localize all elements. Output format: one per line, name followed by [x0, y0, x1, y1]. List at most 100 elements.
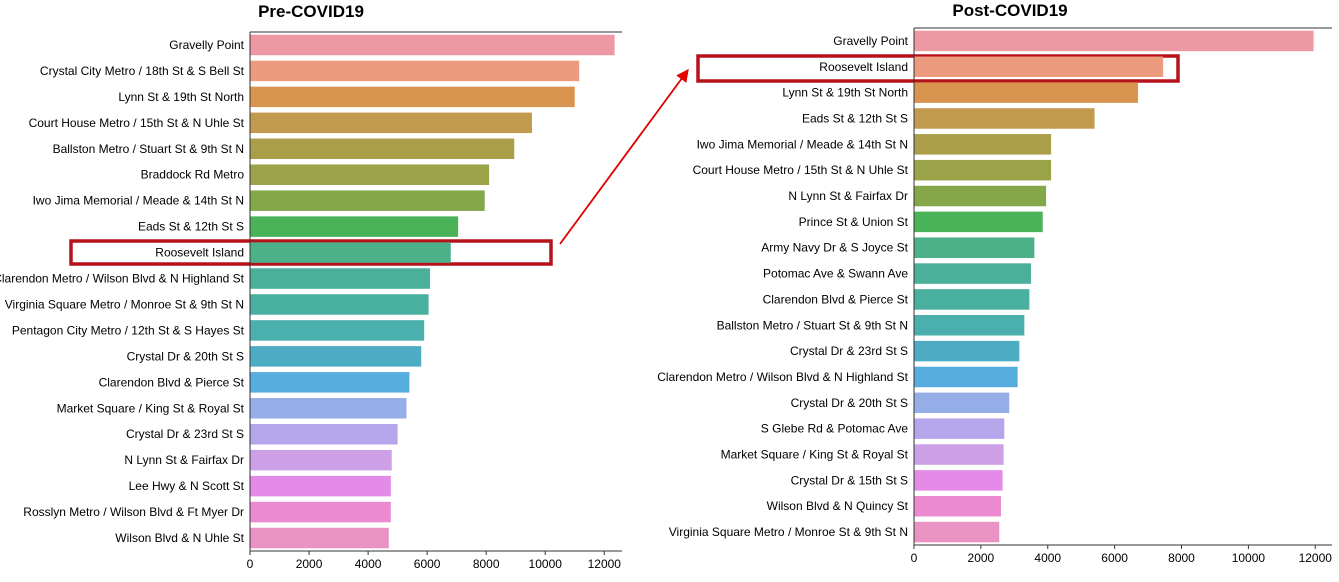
bar	[250, 398, 407, 419]
category-label: Braddock Rd Metro	[141, 168, 245, 182]
bar	[914, 30, 1314, 52]
bar	[914, 340, 1020, 362]
bar	[250, 34, 615, 56]
bar	[914, 56, 1164, 78]
bar	[914, 263, 1032, 284]
bar	[914, 134, 1052, 155]
x-tick-label: 4000	[1034, 551, 1061, 565]
category-label: S Glebe Rd & Potomac Ave	[761, 422, 909, 436]
bar	[914, 185, 1047, 207]
category-label: Crystal Dr & 23rd St S	[126, 427, 244, 441]
bar	[914, 289, 1030, 310]
bar	[914, 82, 1139, 103]
bar	[914, 211, 1043, 233]
bar	[250, 190, 485, 211]
x-tick-label: 6000	[414, 557, 441, 571]
bar	[914, 470, 1003, 491]
x-tick-label: 8000	[1168, 551, 1195, 565]
bar	[250, 423, 398, 445]
bar	[250, 294, 429, 315]
category-label: Iwo Jima Memorial / Meade & 14th St N	[33, 194, 244, 208]
category-label: Virginia Square Metro / Monroe St & 9th …	[5, 297, 244, 311]
bar	[914, 108, 1095, 129]
category-label: Clarendon Blvd & Pierce St	[763, 292, 909, 306]
x-tick-label: 2000	[296, 557, 323, 571]
highlight-box	[696, 54, 1180, 83]
category-label: Ballston Metro / Stuart St & 9th St N	[53, 142, 244, 156]
chart-title: Post-COVID19	[952, 1, 1067, 20]
category-label: Market Square / King St & Royal St	[57, 401, 245, 415]
x-tick-label: 0	[247, 557, 254, 571]
x-tick-label: 6000	[1101, 551, 1128, 565]
bar	[914, 418, 1005, 439]
category-label: Lee Hwy & N Scott St	[129, 479, 245, 493]
category-label: Crystal Dr & 23rd St S	[790, 344, 908, 358]
bar	[250, 216, 459, 237]
category-label: Gravelly Point	[833, 34, 908, 48]
x-tick-label: 8000	[473, 557, 500, 571]
bar	[250, 346, 422, 367]
bar	[250, 372, 410, 393]
bar	[250, 527, 389, 549]
category-label: Court House Metro / 15th St & N Uhle St	[29, 116, 245, 130]
category-label: Wilson Blvd & N Quincy St	[767, 499, 909, 513]
bar	[250, 86, 575, 108]
category-label: Clarendon Metro / Wilson Blvd & N Highla…	[0, 272, 245, 286]
category-label: Army Navy Dr & S Joyce St	[761, 241, 908, 255]
category-label: Crystal Dr & 20th St S	[127, 349, 244, 363]
category-label: Crystal Dr & 15th St S	[791, 473, 908, 487]
category-label: Eads St & 12th St S	[802, 111, 908, 125]
bar	[250, 112, 532, 134]
bar	[914, 444, 1004, 465]
category-label: Prince St & Union St	[799, 215, 909, 229]
category-label: Potomac Ave & Swann Ave	[763, 267, 908, 281]
bar	[914, 315, 1025, 336]
category-label: Crystal City Metro / 18th St & S Bell St	[40, 64, 245, 78]
category-label: Court House Metro / 15th St & N Uhle St	[693, 163, 909, 177]
bar	[914, 392, 1010, 414]
category-label: Crystal Dr & 20th St S	[791, 396, 908, 410]
category-label: Roosevelt Island	[155, 246, 244, 260]
highlight-arrow	[559, 68, 689, 245]
category-label: Lynn St & 19th St North	[118, 90, 244, 104]
bar	[250, 138, 515, 160]
category-label: Gravelly Point	[169, 38, 244, 52]
category-label: Clarendon Metro / Wilson Blvd & N Highla…	[657, 370, 908, 384]
bar	[250, 242, 451, 263]
bar	[914, 237, 1035, 258]
x-tick-label: 4000	[355, 557, 382, 571]
bar	[250, 449, 392, 471]
bar	[250, 501, 391, 523]
highlight-box	[69, 239, 553, 266]
category-label: Rosslyn Metro / Wilson Blvd & Ft Myer Dr	[23, 505, 244, 519]
x-tick-label: 10000	[529, 557, 563, 571]
bar	[250, 320, 425, 341]
chart-pre-covid: Pre-COVID19 Gravelly Point Crystal City Me…	[0, 2, 622, 571]
bar	[914, 521, 1000, 543]
x-tick-label: 12000	[588, 557, 622, 571]
bar	[250, 164, 490, 185]
category-label: Roosevelt Island	[819, 60, 908, 74]
bar	[914, 495, 1001, 517]
x-tick-label: 2000	[968, 551, 995, 565]
bar	[914, 366, 1018, 388]
category-label: Market Square / King St & Royal St	[721, 448, 909, 462]
x-tick-label: 10000	[1232, 551, 1266, 565]
bar	[914, 159, 1052, 181]
category-label: N Lynn St & Fairfax Dr	[124, 453, 244, 467]
category-label: Clarendon Blvd & Pierce St	[99, 375, 245, 389]
bar	[250, 60, 580, 82]
category-label: N Lynn St & Fairfax Dr	[788, 189, 908, 203]
category-label: Eads St & 12th St S	[138, 220, 244, 234]
chart-post-covid: Post-COVID19 Gravelly Point Roosevelt Isla…	[657, 1, 1332, 565]
category-label: Iwo Jima Memorial / Meade & 14th St N	[697, 137, 908, 151]
category-label: Virginia Square Metro / Monroe St & 9th …	[669, 525, 908, 539]
category-label: Ballston Metro / Stuart St & 9th St N	[717, 318, 908, 332]
bar	[250, 268, 431, 289]
category-label: Pentagon City Metro / 12th St & S Hayes …	[12, 323, 245, 337]
x-tick-label: 12000	[1299, 551, 1333, 565]
x-tick-label: 0	[911, 551, 918, 565]
category-label: Wilson Blvd & N Uhle St	[115, 531, 244, 545]
category-label: Lynn St & 19th St North	[782, 86, 908, 100]
bar	[250, 475, 391, 497]
